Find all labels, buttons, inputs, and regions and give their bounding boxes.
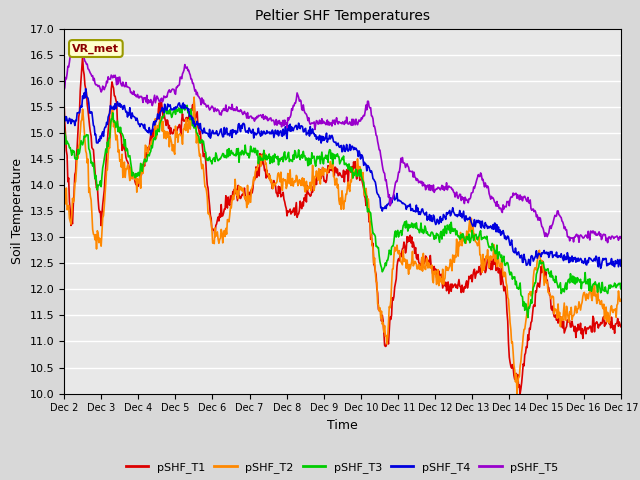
pSHF_T2 xyxy=(513,391,521,396)
pSHF_T5 xyxy=(70,47,78,52)
pSHF_T2 xyxy=(70,197,78,203)
pSHF_T2 xyxy=(214,236,222,242)
pSHF_T1 xyxy=(70,190,78,196)
pSHF_T3 xyxy=(185,109,193,115)
pSHF_T2 xyxy=(127,166,135,172)
pSHF_T5 xyxy=(214,107,222,113)
Line: pSHF_T4: pSHF_T4 xyxy=(64,89,621,268)
X-axis label: Time: Time xyxy=(327,419,358,432)
pSHF_T3 xyxy=(617,286,625,292)
pSHF_T3 xyxy=(411,223,419,229)
pSHF_T4 xyxy=(411,208,419,214)
pSHF_T5 xyxy=(60,87,68,93)
pSHF_T2 xyxy=(190,94,198,100)
pSHF_T4 xyxy=(70,119,78,124)
pSHF_T3 xyxy=(524,315,532,321)
pSHF_T1 xyxy=(411,251,419,256)
pSHF_T3 xyxy=(428,230,435,236)
Line: pSHF_T1: pSHF_T1 xyxy=(64,57,621,394)
pSHF_T1 xyxy=(428,262,435,268)
pSHF_T3 xyxy=(214,158,222,164)
pSHF_T3 xyxy=(60,124,68,130)
pSHF_T2 xyxy=(60,184,68,190)
pSHF_T3 xyxy=(70,148,78,154)
pSHF_T2 xyxy=(411,259,419,264)
pSHF_T5 xyxy=(185,67,193,73)
pSHF_T2 xyxy=(184,130,192,135)
pSHF_T3 xyxy=(183,102,191,108)
pSHF_T2 xyxy=(428,264,435,270)
pSHF_T4 xyxy=(597,265,605,271)
Line: pSHF_T5: pSHF_T5 xyxy=(64,48,621,242)
pSHF_T4 xyxy=(214,132,222,138)
pSHF_T2 xyxy=(617,297,625,302)
pSHF_T4 xyxy=(428,213,435,218)
pSHF_T1 xyxy=(185,116,193,121)
Title: Peltier SHF Temperatures: Peltier SHF Temperatures xyxy=(255,10,430,24)
pSHF_T1 xyxy=(60,97,68,103)
pSHF_T5 xyxy=(74,46,81,51)
pSHF_T4 xyxy=(82,86,90,92)
pSHF_T1 xyxy=(516,391,524,396)
Legend: pSHF_T1, pSHF_T2, pSHF_T3, pSHF_T4, pSHF_T5: pSHF_T1, pSHF_T2, pSHF_T3, pSHF_T4, pSHF… xyxy=(122,457,563,477)
pSHF_T5 xyxy=(411,174,419,180)
pSHF_T1 xyxy=(214,214,222,220)
pSHF_T5 xyxy=(428,183,435,189)
pSHF_T4 xyxy=(60,114,68,120)
pSHF_T5 xyxy=(617,235,625,241)
pSHF_T3 xyxy=(127,164,135,170)
pSHF_T4 xyxy=(185,106,193,112)
pSHF_T1 xyxy=(617,324,625,330)
Y-axis label: Soil Temperature: Soil Temperature xyxy=(11,158,24,264)
pSHF_T4 xyxy=(617,263,625,269)
Line: pSHF_T2: pSHF_T2 xyxy=(64,97,621,394)
pSHF_T1 xyxy=(128,173,136,179)
pSHF_T4 xyxy=(128,110,136,116)
Line: pSHF_T3: pSHF_T3 xyxy=(64,105,621,318)
pSHF_T5 xyxy=(128,91,136,97)
pSHF_T5 xyxy=(604,240,611,245)
Text: VR_met: VR_met xyxy=(72,43,119,54)
pSHF_T1 xyxy=(79,54,86,60)
